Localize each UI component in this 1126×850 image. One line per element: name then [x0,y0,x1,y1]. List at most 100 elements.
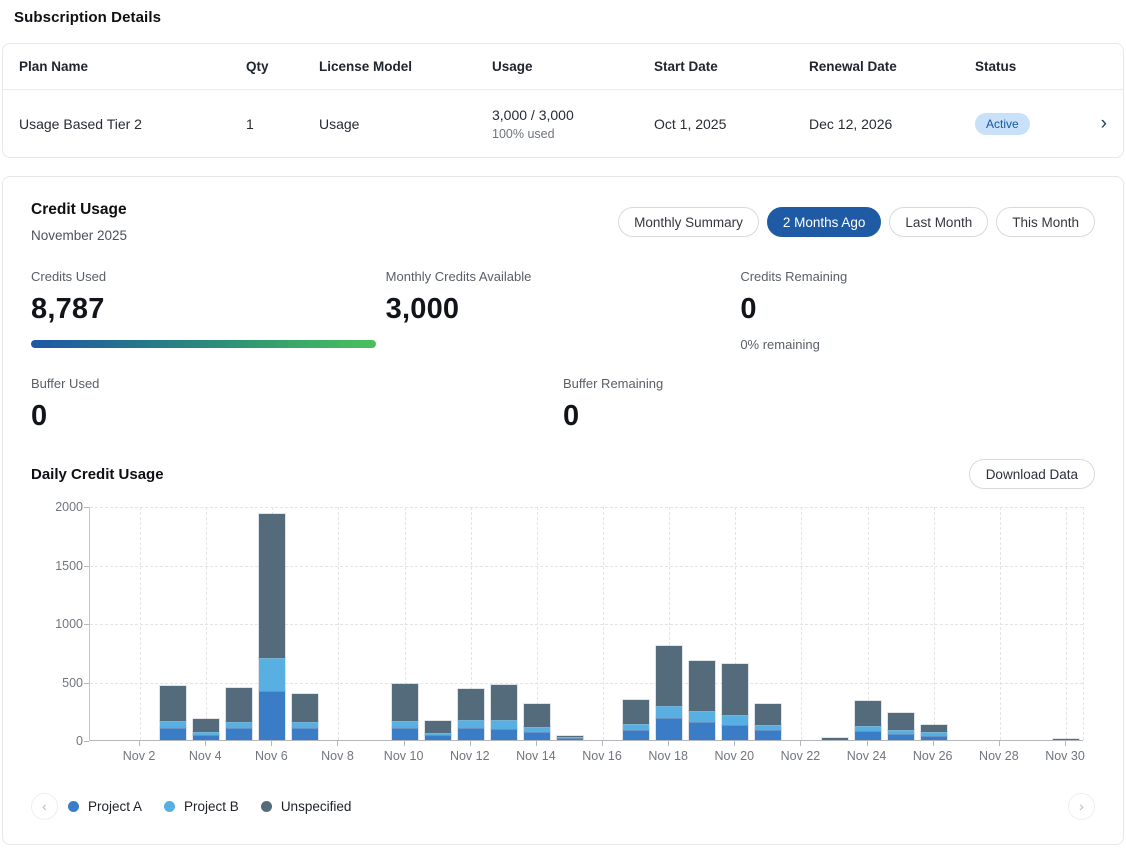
bar-segment-project-b[interactable] [755,724,782,731]
buffer-used-value: 0 [31,400,48,432]
bar-segment-unspecified[interactable] [556,735,583,738]
x-axis-label: Nov 8 [321,749,354,763]
bar-segment-project-b[interactable] [292,722,319,729]
tab-2-months-ago[interactable]: 2 Months Ago [766,207,882,237]
bar-segment-project-a[interactable] [259,690,286,740]
bar-segment-project-a[interactable] [887,734,914,740]
x-axis-tick [734,741,736,746]
bar-segment-project-b[interactable] [523,727,550,732]
tab-this-month[interactable]: This Month [996,207,1095,237]
bar-segment-unspecified[interactable] [1053,738,1079,740]
x-gridline [933,507,935,740]
usage-subtext: 100% used [492,126,555,141]
bar-segment-unspecified[interactable] [391,683,418,721]
legend-item-unspecified[interactable]: Unspecified [260,799,351,814]
bar-segment-unspecified[interactable] [292,693,319,723]
bar-segment-project-a[interactable] [391,727,418,740]
legend-prev-button[interactable]: ‹ [31,793,58,820]
legend-next-button[interactable]: › [1068,793,1095,820]
y-gridline [90,565,1083,567]
bar-segment-unspecified[interactable] [623,700,650,724]
row-chevron-icon[interactable]: › [1100,113,1107,134]
bar-segment-unspecified[interactable] [854,701,881,726]
bar-segment-project-a[interactable] [193,735,220,740]
bar-segment-project-b[interactable] [722,715,749,726]
bar-segment-project-a[interactable] [755,730,782,740]
bar-segment-project-a[interactable] [490,729,517,740]
status-badge: Active [975,112,1030,135]
bar-segment-project-b[interactable] [887,730,914,735]
buffer-remaining-value: 0 [563,400,580,432]
x-axis-tick [469,741,471,746]
bar-segment-unspecified[interactable] [887,713,914,731]
table-header: Plan Name Qty License Model Usage Start … [3,44,1123,90]
bar-segment-project-a[interactable] [623,730,650,740]
bar-segment-project-b[interactable] [689,710,716,723]
x-gridline [536,507,538,740]
x-gridline [470,507,472,740]
bar-segment-project-b[interactable] [160,721,187,729]
x-axis-label: Nov 28 [979,749,1019,763]
usage-cell: 3,000 / 3,000 100% used [492,107,654,141]
column-header-renewal-date: Renewal Date [809,59,897,74]
bar-segment-project-b[interactable] [490,720,517,730]
bar-segment-project-b[interactable] [556,737,583,739]
y-gridline [90,624,1083,625]
bar-segment-project-b[interactable] [920,732,947,736]
bar-segment-project-b[interactable] [623,723,650,731]
x-axis-tick [932,741,934,746]
x-axis-tick [866,741,868,746]
bar-segment-unspecified[interactable] [424,721,451,733]
bar-segment-project-a[interactable] [424,735,451,740]
bar-segment-unspecified[interactable] [920,725,947,733]
bar-segment-project-b[interactable] [391,720,418,728]
bar-segment-project-b[interactable] [854,725,881,731]
credit-usage-card: Credit Usage November 2025 Monthly Summa… [2,176,1124,845]
bar-segment-project-a[interactable] [160,728,187,740]
bar-segment-unspecified[interactable] [226,687,253,722]
bar-segment-unspecified[interactable] [755,704,782,725]
bar-segment-project-a[interactable] [920,735,947,740]
legend-item-project-b[interactable]: Project B [164,799,239,814]
bar-segment-unspecified[interactable] [259,513,286,658]
x-axis-label: Nov 24 [846,749,887,763]
legend-item-project-a[interactable]: Project A [68,799,142,814]
y-axis-tick [84,682,89,684]
bar-segment-unspecified[interactable] [722,663,749,716]
table-row[interactable]: Usage Based Tier 2 1 Usage 3,000 / 3,000… [3,90,1123,157]
download-data-button[interactable]: Download Data [968,459,1095,489]
y-axis-tick [84,624,89,625]
y-axis-label: 500 [62,675,83,690]
stat-credits-used: Credits Used 8,787 [31,269,386,352]
bar-segment-unspecified[interactable] [523,704,550,728]
bar-segment-project-a[interactable] [523,731,550,740]
bar-segment-project-b[interactable] [193,731,220,736]
bar-segment-project-a[interactable] [226,728,253,740]
bar-segment-unspecified[interactable] [821,737,848,740]
bar-segment-unspecified[interactable] [457,689,484,721]
bar-segment-unspecified[interactable] [490,685,517,721]
bar-segment-project-a[interactable] [656,717,683,740]
bar-segment-project-a[interactable] [722,725,749,740]
x-axis-tick [998,741,1000,746]
legend-row: ‹ Project A Project B Unspecified › [31,793,1095,820]
bar-segment-project-a[interactable] [854,730,881,740]
bar-segment-project-b[interactable] [226,721,253,729]
bar-segment-project-a[interactable] [457,728,484,740]
tab-last-month[interactable]: Last Month [889,207,989,237]
bar-segment-project-a[interactable] [689,722,716,740]
bar-segment-project-b[interactable] [656,705,683,718]
bar-segment-unspecified[interactable] [193,718,220,732]
x-gridline [867,507,869,740]
bar-segment-project-b[interactable] [259,657,286,691]
bar-segment-project-b[interactable] [424,733,451,736]
bar-segment-unspecified[interactable] [689,661,716,711]
column-header-qty: Qty [246,59,269,74]
bar-segment-project-b[interactable] [457,720,484,729]
bar-segment-unspecified[interactable] [160,686,187,722]
bar-segment-project-a[interactable] [556,738,583,740]
x-axis-label: Nov 6 [255,749,288,763]
bar-segment-project-a[interactable] [292,728,319,740]
bar-segment-unspecified[interactable] [656,646,683,706]
tab-monthly-summary[interactable]: Monthly Summary [618,207,759,237]
